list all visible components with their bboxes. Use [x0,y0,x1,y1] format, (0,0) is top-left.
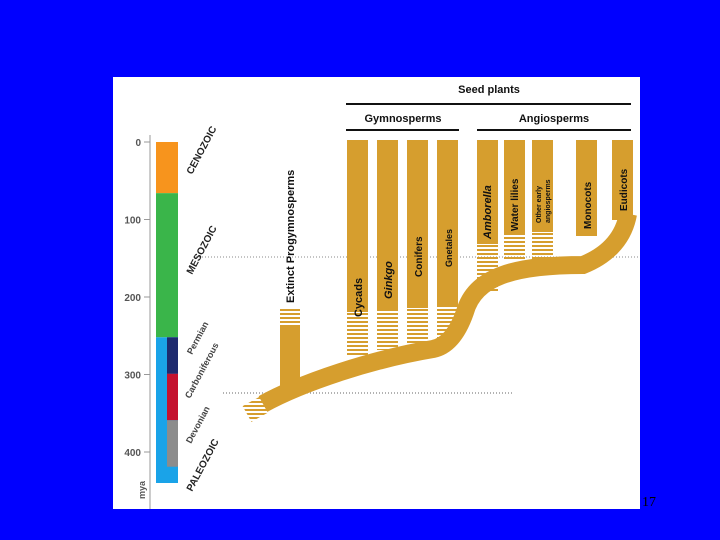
paleozoic-label: PALEOZOIC [185,437,222,493]
period-bar-devonian [167,420,178,467]
period-bar-permian [167,337,178,374]
time-tick-label-3: 300 [124,371,141,382]
conifers-hatch [407,308,428,348]
figure-panel: Seed plants Gymnosperms Angiosperms 0 100… [113,77,640,509]
time-tick-label-1: 100 [124,216,141,227]
extinct-progymnosperms-stem [280,327,300,387]
gymnosperms-label: Gymnosperms [364,113,441,125]
water-lilies-column [504,140,525,235]
trunk-origin-hatch [242,396,270,422]
other-early-angiosperms-label-line1: Other early [536,186,543,223]
gnetales-hatch [437,306,458,344]
cycads-hatch [347,312,368,356]
angiosperms-label: Angiosperms [519,113,589,125]
monocots-label: Monocots [583,181,594,229]
cycads-column [347,140,368,312]
extinct-progymnosperms-label: Extinct Progymnosperms [285,170,297,303]
ginkgo-label: Ginkgo [383,261,395,299]
time-axis-ticks: 0 100 200 300 400 [124,138,150,459]
seed-plants-label: Seed plants [458,84,520,96]
mesozoic-label: MESOZOIC [185,224,220,276]
other-early-angiosperms-label-line2: angiosperms [545,179,552,223]
devonian-label: Devonian [184,404,212,444]
cycads-label: Cycads [353,278,365,317]
period-bar-carboniferous [167,373,178,421]
time-tick-label-0: 0 [135,138,141,149]
gnetales-label: Gnetales [444,229,454,267]
monocots-column [576,140,597,236]
time-tick-label-4: 400 [124,448,141,459]
water-lilies-label: Water lilies [510,178,521,231]
eudicots-label: Eudicots [619,168,630,211]
time-tick-label-2: 200 [124,293,141,304]
main-trunk [258,211,637,412]
page-number: 17 [642,495,656,510]
amborella-hatch [477,244,498,292]
conifers-column [407,140,428,308]
phylogeny-diagram: Seed plants Gymnosperms Angiosperms 0 100… [124,84,640,509]
conifers-label: Conifers [414,236,425,277]
other-early-angiosperms-hatch [532,232,553,260]
water-lilies-hatch [504,235,525,261]
cenozoic-label: CENOZOIC [185,125,219,177]
eudicots-column [612,140,633,220]
gnetales-column [437,140,458,306]
amborella-label: Amborella [482,185,494,240]
ginkgo-column [377,140,398,310]
other-early-angiosperms-column [532,140,553,232]
ginkgo-hatch [377,310,398,350]
period-bars [167,337,178,467]
amborella-column [477,140,498,244]
time-axis-unit: mya [137,480,147,499]
era-bar-mesozoic [156,193,178,338]
extinct-progymnosperms-hatch [280,307,300,327]
era-bar-cenozoic [156,142,178,194]
